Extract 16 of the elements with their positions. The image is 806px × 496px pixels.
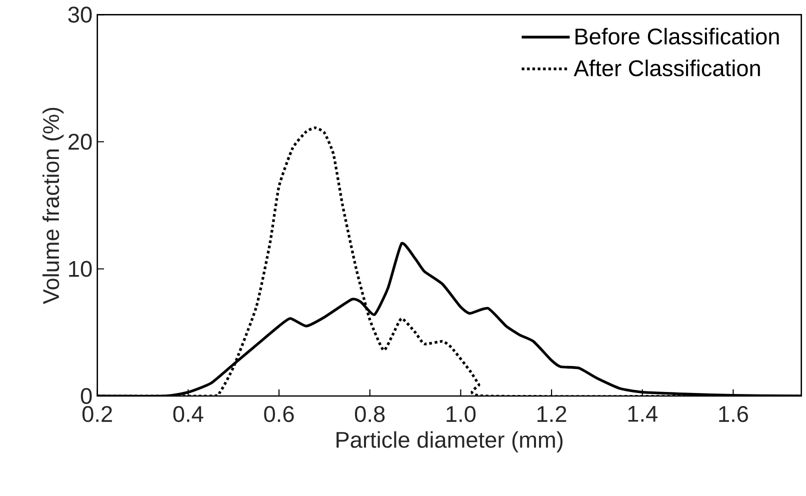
y-tick-label: 30 <box>68 6 92 23</box>
x-tick-label: 1.6 <box>719 406 748 422</box>
x-tick-label: 0.8 <box>354 406 385 422</box>
y-tick-label: 0 <box>80 388 92 404</box>
x-tick-label: 1.4 <box>628 406 658 422</box>
x-tick-label: 0.4 <box>173 406 204 422</box>
x-tick-label: 1.0 <box>446 406 476 422</box>
x-tick-label: 1.2 <box>538 406 566 422</box>
x-axis-title: Particle diameter (mm) <box>336 431 563 452</box>
legend-label: After Classification <box>574 60 760 76</box>
x-tick-label: 0.2 <box>82 406 112 422</box>
y-tick-label: 10 <box>69 260 92 277</box>
y-tick-label: 20 <box>68 134 92 150</box>
x-tick-label: 0.6 <box>264 406 294 422</box>
y-axis-title: Volume fraction (%) <box>42 108 64 304</box>
legend-label: Before Classification <box>576 28 779 45</box>
